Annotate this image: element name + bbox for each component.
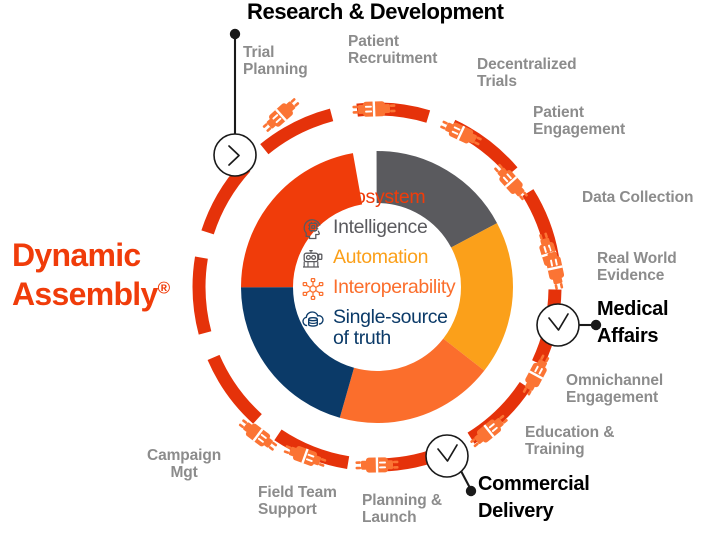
ring-label-campaign-mgt: Campaign Mgt bbox=[147, 447, 221, 482]
ring-label-data-collection: Data Collection bbox=[582, 189, 693, 206]
legend-item-automation[interactable]: Automation bbox=[300, 246, 485, 272]
registered-mark: ® bbox=[157, 278, 171, 298]
legend-item-label-group: Single-source of truth bbox=[333, 306, 448, 349]
brand-line-2-text: Assembly bbox=[12, 276, 158, 312]
chevron-down-circle-icon[interactable] bbox=[536, 303, 580, 347]
donut-segment-automation bbox=[241, 151, 513, 423]
ring-label-omnichannel-engagement: Omnichannel Engagement bbox=[566, 372, 663, 407]
callout-medical-affairs[interactable] bbox=[536, 303, 602, 347]
ring-label-line1: Omnichannel bbox=[566, 372, 664, 389]
legend-item-single-source[interactable]: Single-source of truth bbox=[300, 306, 485, 349]
ring-label-line2: Planning bbox=[243, 61, 308, 79]
ring-label-line2: Support bbox=[258, 501, 317, 519]
callout-commercial-delivery[interactable] bbox=[425, 434, 477, 497]
legend-item-label: Automation bbox=[333, 246, 429, 268]
ring-label-line1: Data Collection bbox=[582, 189, 694, 206]
callout-medical-affairs-line1: Medical bbox=[597, 298, 669, 320]
ring-label-line1: Planning & bbox=[362, 492, 442, 509]
ring-label-line2: Mgt bbox=[170, 464, 198, 482]
ring-label-patient-engagement: Patient Engagement bbox=[533, 104, 625, 139]
ring-label-line2: Trials bbox=[477, 73, 517, 91]
filled-circle-icon bbox=[300, 186, 326, 212]
robot-icon bbox=[300, 246, 326, 272]
capability-donut bbox=[241, 151, 513, 423]
donut-segment-intelligence bbox=[241, 151, 513, 423]
cloud-database-icon bbox=[300, 306, 326, 332]
donut-segment-interoperability bbox=[241, 151, 513, 423]
head-chip-icon bbox=[300, 216, 326, 242]
ring-label-patient-recruitment: Patient Recruitment bbox=[348, 33, 437, 68]
ring-label-line1: Patient bbox=[348, 33, 399, 50]
chevron-right-circle-icon[interactable] bbox=[213, 133, 257, 177]
donut-segment-single-source bbox=[241, 151, 513, 423]
brand-line-2: Assembly® bbox=[12, 276, 171, 313]
page-title: Research & Development bbox=[247, 0, 504, 24]
ring-label-line2: Evidence bbox=[597, 267, 665, 285]
ring-label-field-team-support: Field Team Support bbox=[258, 484, 337, 519]
ring-label-trial-planning: Trial Planning bbox=[243, 44, 308, 79]
ring-label-line1: Field Team bbox=[258, 484, 337, 501]
ring-label-decentralized-trials: Decentralized Trials bbox=[477, 56, 577, 91]
ring-label-line2: Engagement bbox=[533, 121, 626, 139]
plug-connector-icon bbox=[236, 416, 280, 454]
ring-label-line2: Launch bbox=[362, 509, 417, 527]
legend-item-label: Single-source bbox=[333, 306, 448, 328]
ring-label-education-training: Education & Training bbox=[525, 424, 614, 459]
ring-label-line2: Engagement bbox=[566, 389, 659, 407]
ring-label-line1: Patient bbox=[533, 104, 584, 121]
callout-commercial-delivery-line1: Commercial bbox=[478, 473, 590, 495]
legend-item-ecosystem[interactable]: Ecosystem bbox=[300, 186, 485, 212]
legend-item-label: Intelligence bbox=[333, 216, 428, 238]
ring-label-line1: Education & bbox=[525, 424, 615, 441]
callout-research-development[interactable] bbox=[213, 28, 257, 177]
capability-legend: Ecosystem Intelligence bbox=[300, 186, 485, 353]
ring-label-real-world-evidence: Real World Evidence bbox=[597, 250, 677, 285]
ring-label-line1: Trial bbox=[243, 44, 275, 61]
ring-label-planning-launch: Planning & Launch bbox=[362, 492, 442, 527]
brand-line-1: Dynamic bbox=[12, 237, 141, 273]
legend-item-label: Ecosystem bbox=[333, 186, 426, 208]
legend-item-label: Interoperability bbox=[333, 276, 456, 298]
ring-label-line1: Real World bbox=[597, 250, 677, 267]
ring-label-line2: Recruitment bbox=[348, 50, 438, 68]
callout-commercial-delivery-line2: Delivery bbox=[478, 500, 554, 522]
network-nodes-icon bbox=[300, 276, 326, 302]
legend-item-interoperability[interactable]: Interoperability bbox=[300, 276, 485, 302]
ring-label-line1: Campaign bbox=[147, 447, 222, 464]
legend-item-intelligence[interactable]: Intelligence bbox=[300, 216, 485, 242]
ring-label-line2: Training bbox=[525, 441, 585, 459]
ring-label-line1: Decentralized bbox=[477, 56, 577, 73]
callout-medical-affairs-line2: Affairs bbox=[597, 325, 659, 347]
legend-item-label-2: of truth bbox=[333, 327, 391, 350]
